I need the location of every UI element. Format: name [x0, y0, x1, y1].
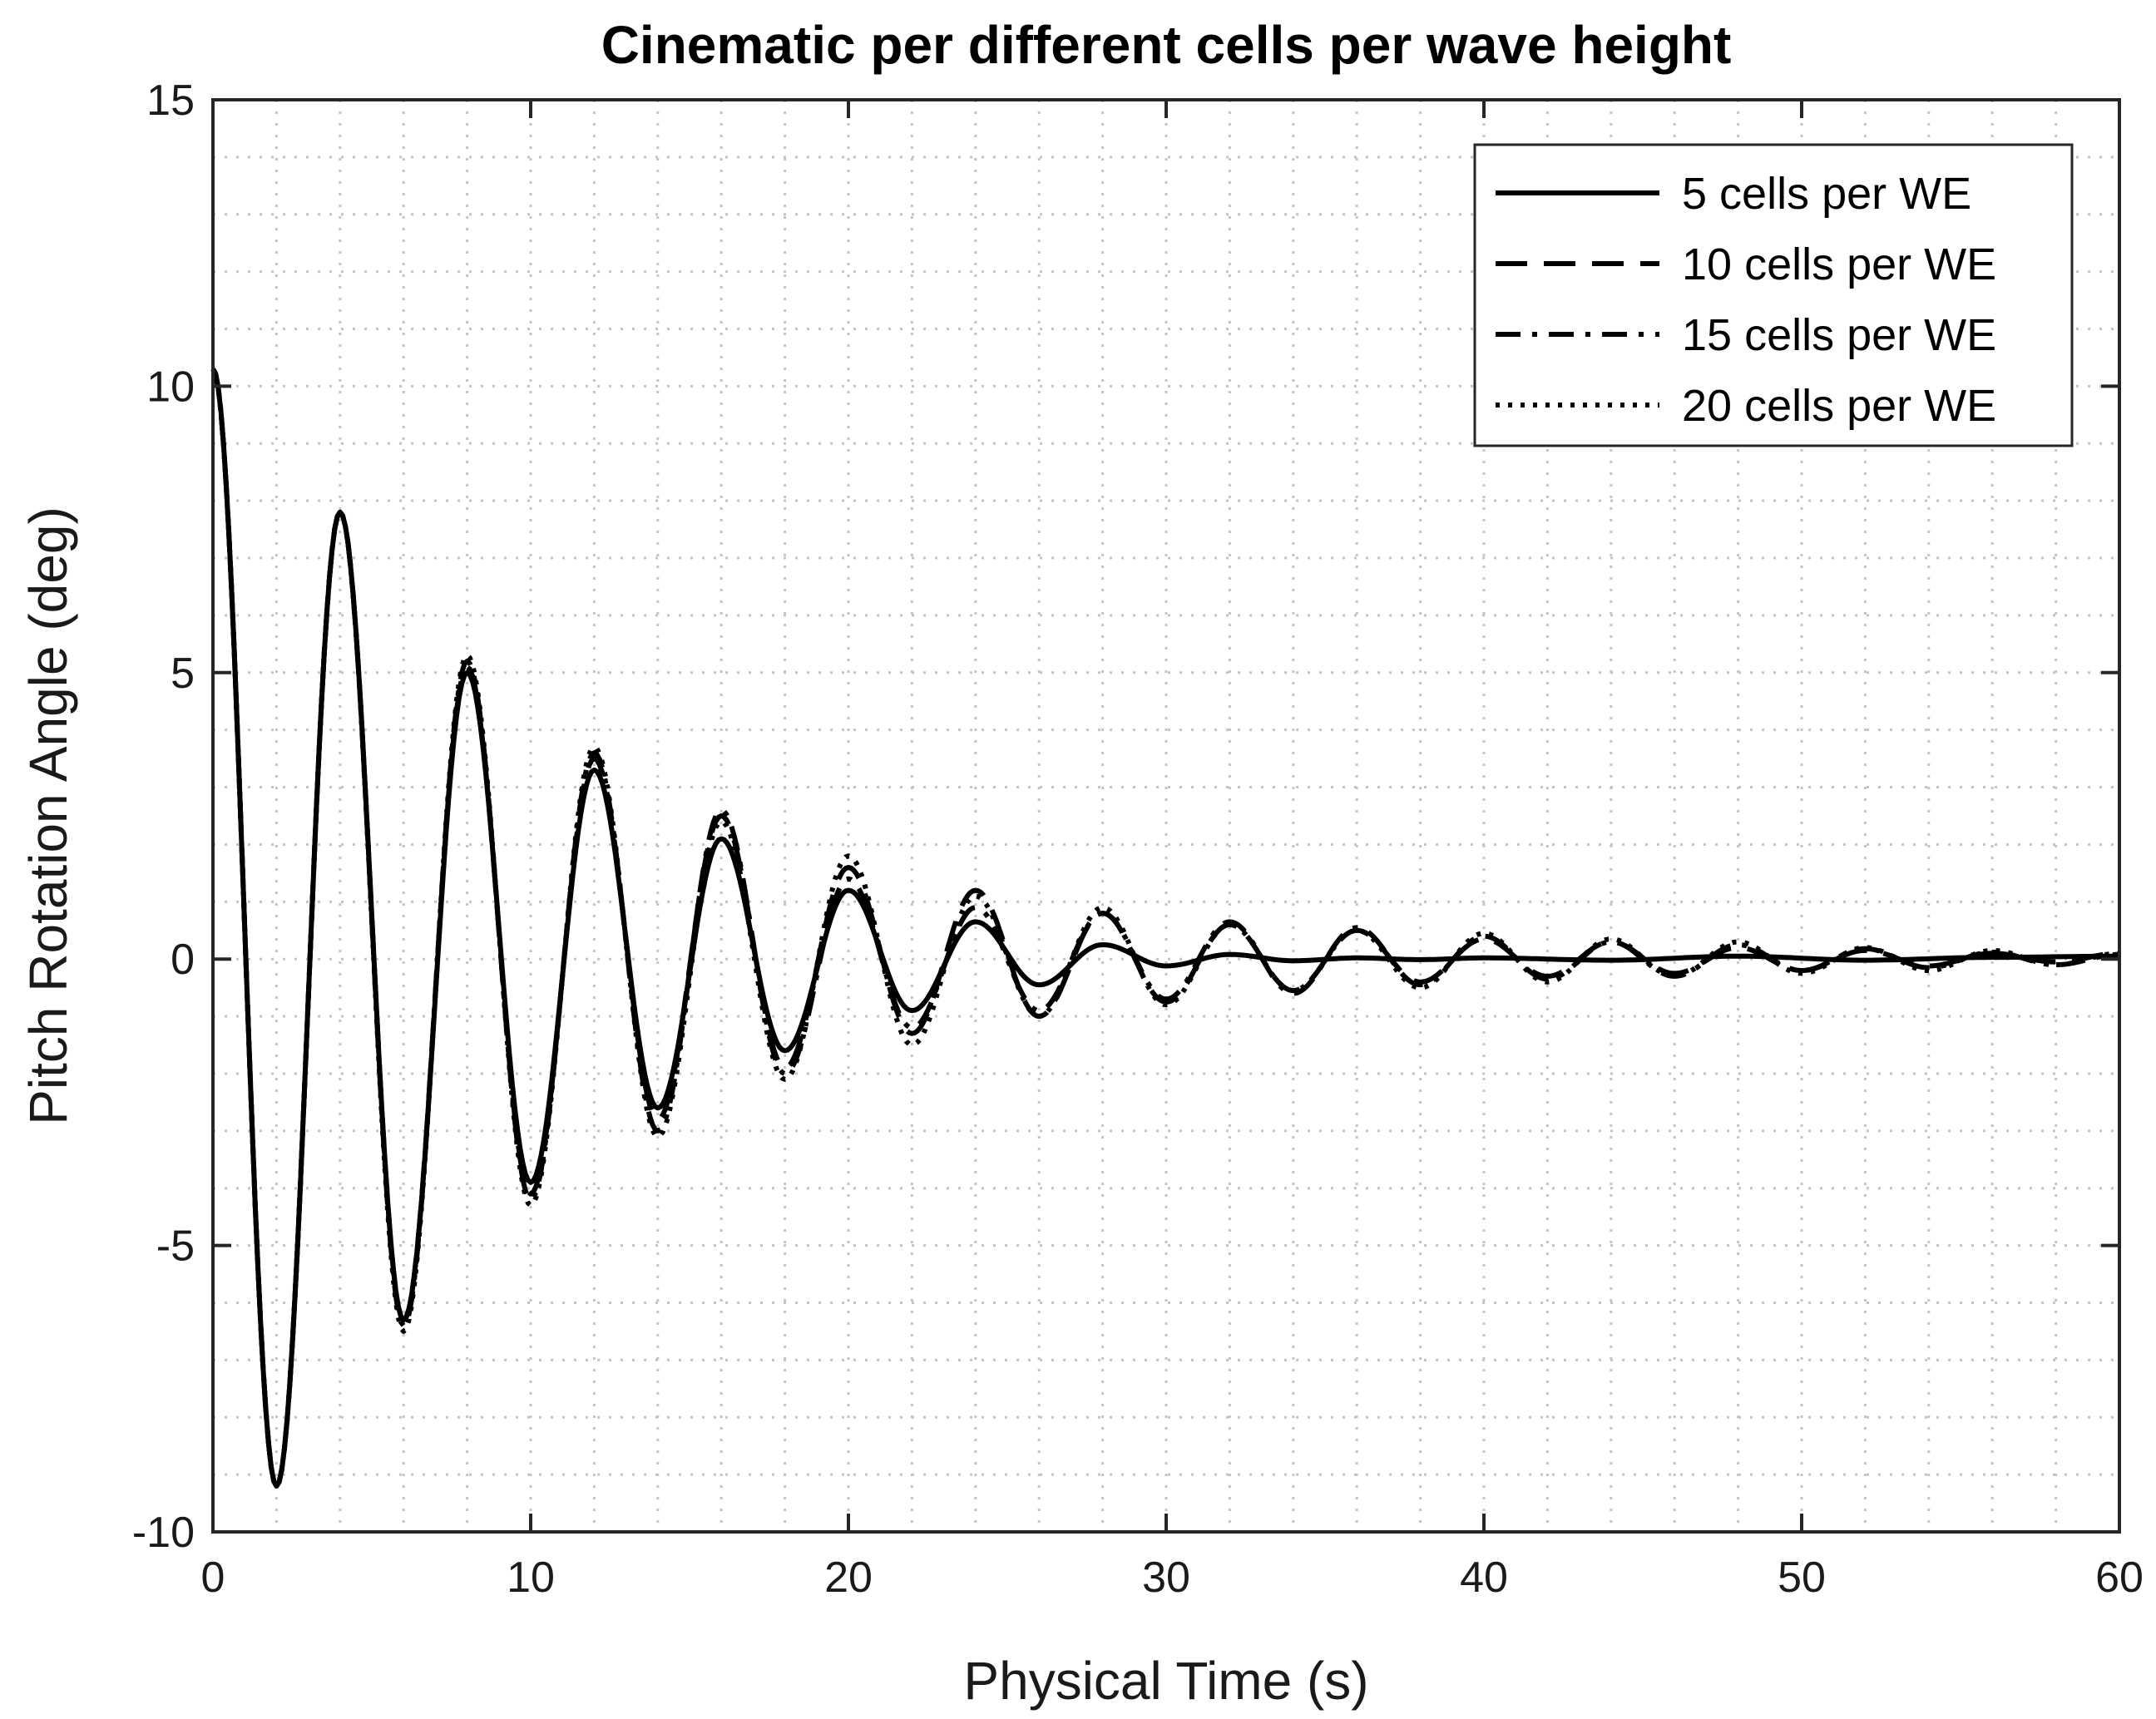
- series-line-4: [210, 368, 2120, 1489]
- chart-title: Cinematic per different cells per wave h…: [601, 15, 1732, 75]
- y-tick-label: 10: [146, 363, 195, 411]
- x-tick-label: 60: [2095, 1554, 2144, 1602]
- x-tick-label: 40: [1460, 1554, 1508, 1602]
- x-tick-label: 0: [201, 1554, 225, 1602]
- x-tick-label: 50: [1778, 1554, 1826, 1602]
- y-tick-label: 0: [171, 936, 195, 984]
- x-tick-label: 20: [824, 1554, 873, 1602]
- legend: 5 cells per WE 10 cells per WE 15 cells pe…: [1473, 143, 2074, 447]
- legend-label-2: 10 cells per WE: [1682, 240, 1996, 289]
- ticks: 0 10 20 30 40 50 60 -10 -5 0 5 10 15: [132, 77, 2144, 1602]
- legend-label-3: 15 cells per WE: [1682, 310, 1996, 360]
- series-line-2: [210, 368, 2120, 1489]
- legend-label-4: 20 cells per WE: [1682, 381, 1996, 431]
- legend-label-1: 5 cells per WE: [1682, 169, 1971, 219]
- series-line-3: [210, 368, 2119, 1489]
- y-tick-label: 5: [171, 650, 195, 698]
- y-axis-label: Pitch Rotation Angle (deg): [18, 506, 78, 1125]
- x-tick-label: 30: [1142, 1554, 1190, 1602]
- y-tick-label: -10: [132, 1509, 195, 1557]
- y-tick-label: 15: [146, 77, 195, 125]
- y-tick-label: -5: [156, 1223, 195, 1271]
- x-tick-label: 10: [507, 1554, 555, 1602]
- x-axis-label: Physical Time (s): [963, 1651, 1368, 1711]
- series-layer: [210, 368, 2120, 1489]
